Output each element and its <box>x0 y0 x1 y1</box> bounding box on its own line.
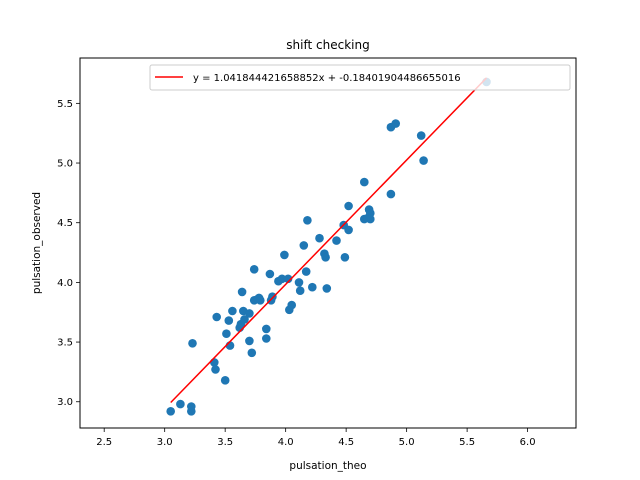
y-tick-label: 3.0 <box>57 397 73 408</box>
data-point-57 <box>366 214 375 224</box>
data-point-58 <box>386 189 396 199</box>
data-point-1 <box>176 399 185 409</box>
fit-line-layer <box>170 77 488 404</box>
data-point-15 <box>237 287 247 297</box>
y-tick-label: 5.0 <box>57 159 73 170</box>
chart-title: shift checking <box>286 38 369 52</box>
x-tick-label: 6.0 <box>520 437 536 448</box>
data-point-19 <box>247 348 257 358</box>
legend: y = 1.041844421658852x + -0.184019044866… <box>149 64 571 91</box>
data-point-32 <box>277 274 287 284</box>
data-point-60 <box>391 119 401 128</box>
data-point-25 <box>255 296 265 305</box>
data-point-43 <box>315 233 324 243</box>
x-tick-label: 3.5 <box>217 437 233 448</box>
data-point-49 <box>340 252 350 262</box>
data-point-61 <box>416 131 426 140</box>
data-point-0 <box>166 407 175 416</box>
x-tick-label: 5.0 <box>399 437 415 448</box>
data-point-56 <box>366 208 375 218</box>
data-point-37 <box>294 278 304 287</box>
legend-entry-fit: y = 1.041844421658852x + -0.184019044866… <box>193 73 461 84</box>
x-tick-label: 5.5 <box>459 437 475 448</box>
data-point-20 <box>245 309 254 318</box>
data-point-8 <box>220 376 230 385</box>
x-tick-label: 3.0 <box>157 437 173 448</box>
data-point-12 <box>228 306 237 316</box>
data-point-27 <box>262 334 271 343</box>
x-axis-label: pulsation_theo <box>289 460 366 472</box>
data-point-42 <box>308 282 317 292</box>
data-point-6 <box>211 365 220 374</box>
data-point-26 <box>262 324 271 334</box>
data-point-50 <box>344 201 353 211</box>
data-point-9 <box>222 329 231 339</box>
data-point-45 <box>321 252 330 262</box>
fit-line <box>170 77 488 404</box>
data-point-30 <box>268 292 277 302</box>
data-point-33 <box>280 250 289 260</box>
y-tick-label: 4.0 <box>57 278 73 289</box>
plot-area-frame <box>79 57 577 429</box>
data-point-10 <box>224 316 234 325</box>
data-point-41 <box>303 216 312 225</box>
data-point-28 <box>265 269 275 279</box>
data-point-7 <box>212 312 221 322</box>
data-point-3 <box>187 402 196 411</box>
y-axis-label: pulsation_observed <box>31 192 43 294</box>
y-tick-label: 5.5 <box>57 99 73 110</box>
data-point-51 <box>344 225 353 235</box>
data-point-21 <box>249 265 259 274</box>
y-tick-label: 3.5 <box>57 338 73 349</box>
data-point-39 <box>299 241 309 250</box>
legend-box <box>149 64 571 91</box>
x-tick-label: 4.5 <box>338 437 354 448</box>
data-point-46 <box>322 284 332 293</box>
axis-ticks: 2.5 3.0 3.5 4.0 4.5 5.0 5.5 6.0 3.0 3.5 4.0 4.5 5.0 5… <box>57 99 535 448</box>
data-point-34 <box>283 274 293 284</box>
data-point-17 <box>240 315 249 324</box>
data-point-52 <box>360 177 369 187</box>
data-point-47 <box>332 236 341 245</box>
data-point-4 <box>188 339 197 348</box>
data-point-40 <box>301 267 311 276</box>
data-point-36 <box>287 300 297 310</box>
x-tick-label: 4.0 <box>278 437 294 448</box>
y-tick-label: 4.5 <box>57 218 73 229</box>
data-point-62 <box>419 156 428 165</box>
x-tick-label: 2.5 <box>96 437 112 448</box>
data-point-38 <box>295 286 305 296</box>
data-points <box>166 77 491 416</box>
data-point-18 <box>245 336 254 346</box>
